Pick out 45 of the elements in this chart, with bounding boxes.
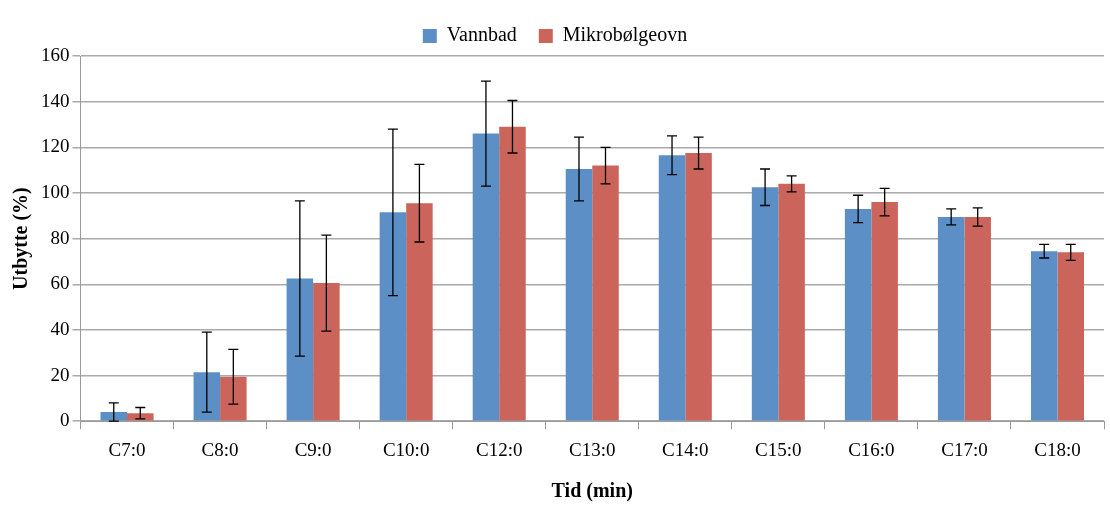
bar [751,187,779,421]
y-tick-label: 0 [60,409,70,431]
bar [406,203,433,421]
y-axis-title: Utbytte (%) [9,187,33,290]
x-tick-label: C8:0 [201,438,239,460]
x-tick-label: C12:0 [475,438,523,460]
legend-label: Vannbad [446,23,517,46]
y-tick-label: 20 [50,363,70,385]
bar [220,376,247,421]
legend-label: Mikrobølgeovn [562,23,688,47]
bar [1057,252,1084,421]
x-tick-label: C7:0 [108,438,146,460]
x-axis-title: Tid (min) [551,479,633,503]
bar [286,278,314,421]
x-tick-label: C16:0 [848,438,895,460]
bar [658,155,686,421]
bar [778,183,805,421]
x-tick-label: C13:0 [569,438,616,460]
bar [592,165,619,421]
bar [1030,251,1058,421]
bar [313,283,340,421]
y-tick-label: 140 [41,89,70,111]
y-tick-label: 60 [50,272,70,294]
bar [844,208,872,421]
y-tick-label: 40 [50,317,70,339]
bar [964,216,991,421]
bar [937,216,965,421]
y-tick-label: 100 [41,180,70,202]
x-tick-label: C17:0 [941,438,988,460]
bar [379,212,407,421]
bar [472,133,500,421]
x-tick-label: C14:0 [662,438,709,460]
y-tick-label: 160 [41,43,70,65]
bar [871,202,898,421]
bar [685,153,712,421]
x-tick-label: C10:0 [382,438,430,460]
x-tick-label: C18:0 [1034,438,1081,460]
bar [499,126,526,421]
x-tick-label: C15:0 [755,438,802,460]
bar [565,168,593,421]
bar [193,372,221,421]
bar [100,412,128,421]
x-tick-label: C9:0 [294,438,332,460]
y-tick-label: 120 [41,135,70,157]
y-tick-label: 80 [50,226,70,248]
